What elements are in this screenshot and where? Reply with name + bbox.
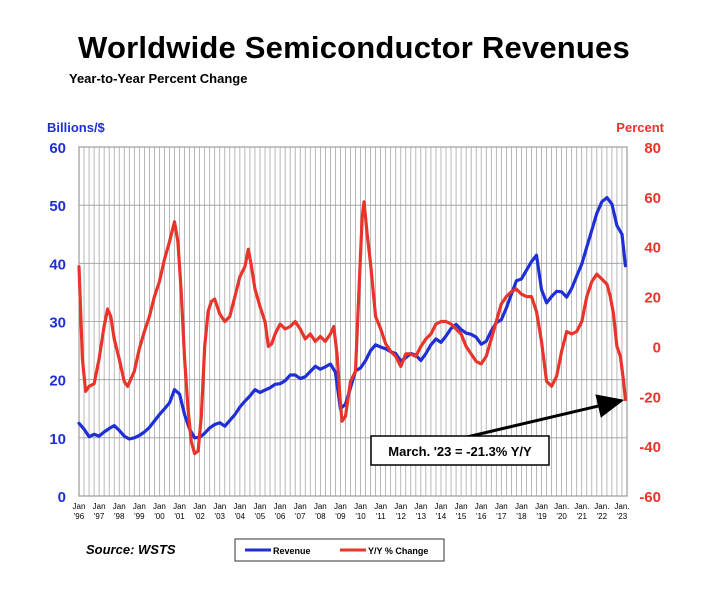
x-tick-label-month: Jan xyxy=(495,502,508,511)
x-tick-label-month: Jan xyxy=(515,502,528,511)
x-tick-label-month: Jan xyxy=(374,502,387,511)
right-tick-label: -20 xyxy=(639,389,661,406)
left-tick-label: 20 xyxy=(49,373,66,390)
x-tick-label-month: Jan xyxy=(113,502,126,511)
x-tick-label-month: Jan xyxy=(414,502,427,511)
x-tick-label-year: '08 xyxy=(315,512,326,521)
x-tick-label-year: '11 xyxy=(376,512,386,521)
x-tick-label-year: '06 xyxy=(275,512,286,521)
x-tick-label-year: '12 xyxy=(396,512,407,521)
x-tick-label-year: '99 xyxy=(134,512,145,521)
right-tick-label: -40 xyxy=(639,439,661,456)
x-tick-label-year: '04 xyxy=(235,512,246,521)
x-tick-label-month: Jan xyxy=(73,502,86,511)
x-tick-label-month: Jan xyxy=(475,502,488,511)
x-tick-label-year: '14 xyxy=(436,512,447,521)
x-tick-label-month: Jan xyxy=(435,502,448,511)
x-tick-label-year: '13 xyxy=(416,512,427,521)
x-tick-label-month: Jan. xyxy=(574,502,589,511)
x-tick-label-month: Jan. xyxy=(554,502,569,511)
left-tick-label: 60 xyxy=(49,140,66,157)
x-tick-label-year: '15 xyxy=(456,512,467,521)
x-tick-label-month: Jan xyxy=(254,502,267,511)
x-tick-label-month: Jan xyxy=(294,502,307,511)
x-tick-label-month: Jan xyxy=(334,502,347,511)
x-tick-label-month: Jan xyxy=(535,502,548,511)
x-tick-label-month: Jan xyxy=(153,502,166,511)
legend-label-revenue: Revenue xyxy=(273,546,311,556)
right-tick-label: 0 xyxy=(653,339,661,356)
x-tick-label-year: '98 xyxy=(114,512,125,521)
right-tick-label: 20 xyxy=(644,290,661,307)
left-axis-title: Billions/$ xyxy=(47,120,106,135)
x-tick-label-year: '20 xyxy=(556,512,567,521)
x-tick-label-year: '97 xyxy=(94,512,105,521)
annotation-text: March. '23 = -21.3% Y/Y xyxy=(388,444,532,459)
x-tick-label-year: '00 xyxy=(154,512,165,521)
left-tick-label: 50 xyxy=(49,198,66,215)
x-tick-label-month: Jan xyxy=(173,502,186,511)
x-tick-label-year: '02 xyxy=(194,512,205,521)
x-tick-label-month: Jan xyxy=(314,502,327,511)
yoy-change-line xyxy=(77,200,628,456)
x-tick-label-month: Jan xyxy=(213,502,226,511)
annotation-box xyxy=(370,435,550,466)
x-tick-label-month: Jan xyxy=(394,502,407,511)
axes: Billions/$ 0 10 20 30 40 50 60 Percent -60 -40 -20 0… xyxy=(47,120,665,521)
x-tick-label-year: '10 xyxy=(355,512,366,521)
left-tick-label: 10 xyxy=(49,431,66,448)
annotation: March. '23 = -21.3% Y/Y xyxy=(370,394,625,466)
x-tick-label-month: Jan. xyxy=(614,502,629,511)
annotation-arrow xyxy=(466,394,625,439)
right-tick-label: 80 xyxy=(644,140,661,157)
legend-label-yoy: Y/Y % Change xyxy=(368,546,428,556)
left-tick-label: 30 xyxy=(49,315,66,332)
x-tick-label-month: Jan xyxy=(193,502,206,511)
page-title: Worldwide Semiconductor Revenues xyxy=(78,30,630,65)
x-tick-label-year: '21 xyxy=(577,512,588,521)
legend: Revenue Y/Y % Change xyxy=(234,538,445,562)
x-tick-label-month: Jan xyxy=(133,502,146,511)
right-tick-label: 60 xyxy=(644,190,661,207)
x-tick-label-year: '22 xyxy=(597,512,608,521)
right-axis-title: Percent xyxy=(616,120,664,135)
x-tick-label-month: Jan xyxy=(455,502,468,511)
x-tick-label-month: Jan. xyxy=(594,502,609,511)
right-tick-label: -60 xyxy=(639,489,661,506)
x-tick-label-month: Jan xyxy=(93,502,106,511)
x-tick-label-year: '05 xyxy=(255,512,266,521)
x-tick-label-year: '07 xyxy=(295,512,306,521)
x-tick-label-year: '09 xyxy=(335,512,346,521)
left-tick-label: 40 xyxy=(49,256,66,273)
x-tick-label-month: Jan xyxy=(233,502,246,511)
x-tick-label-month: Jan xyxy=(274,502,287,511)
x-tick-label-year: '19 xyxy=(536,512,547,521)
x-tick-label-year: '03 xyxy=(215,512,226,521)
x-tick-label-year: '18 xyxy=(516,512,527,521)
x-tick-label-month: Jan xyxy=(354,502,367,511)
left-tick-label: 0 xyxy=(58,489,66,506)
grid xyxy=(78,146,628,497)
x-tick-label-year: '96 xyxy=(74,512,85,521)
legend-box xyxy=(234,538,445,562)
x-tick-label-year: '16 xyxy=(476,512,487,521)
source-note: Source: WSTS xyxy=(86,542,176,557)
series xyxy=(77,196,628,456)
chart-subtitle: Year-to-Year Percent Change xyxy=(69,71,248,86)
right-tick-label: 40 xyxy=(644,240,661,257)
x-tick-label-year: '23 xyxy=(617,512,628,521)
x-tick-label-year: '01 xyxy=(174,512,185,521)
x-tick-label-year: '17 xyxy=(496,512,507,521)
